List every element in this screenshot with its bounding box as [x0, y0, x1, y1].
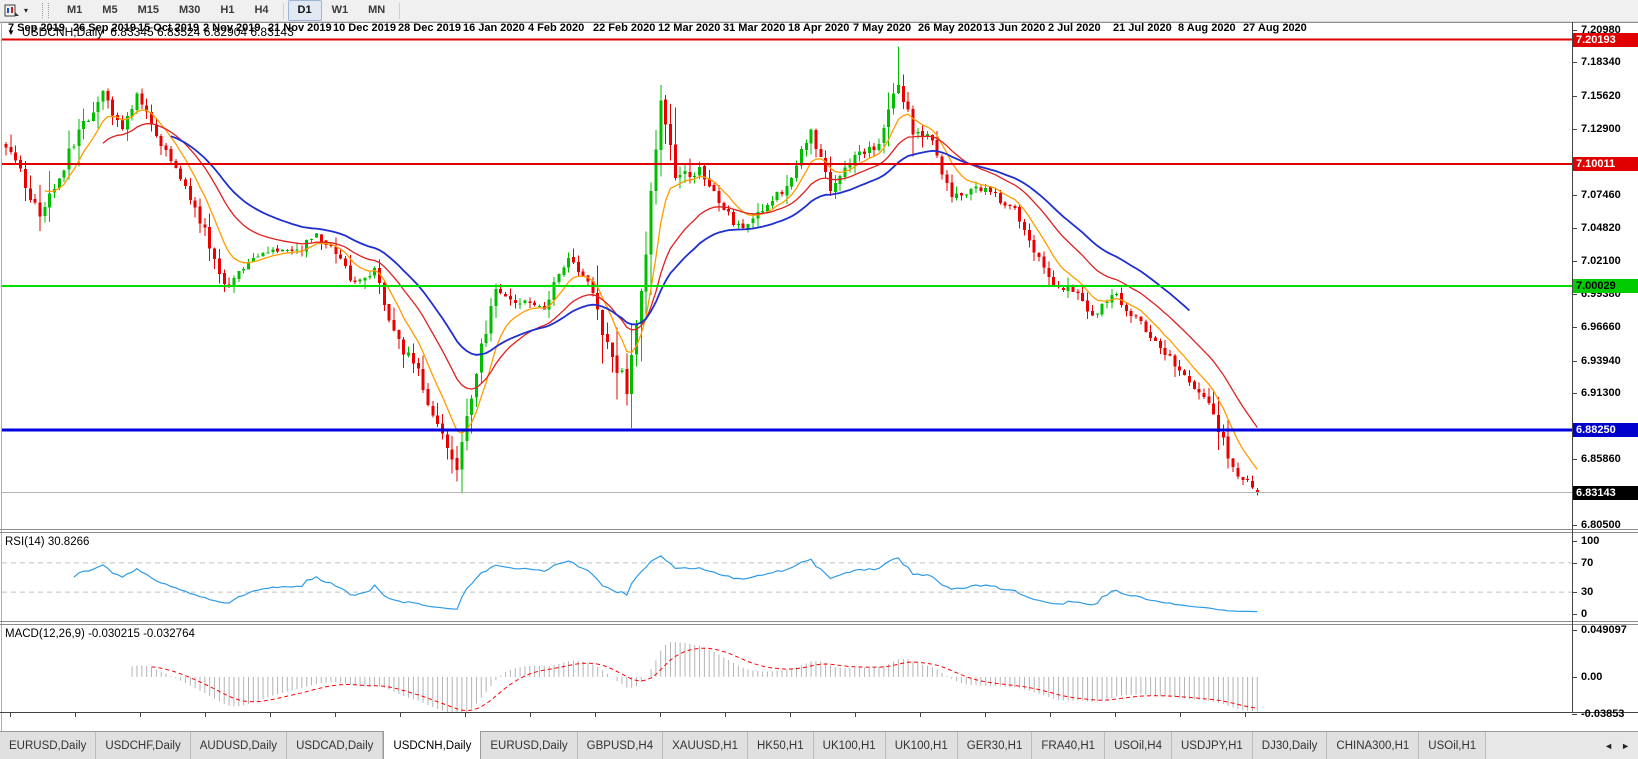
chart-title: ▼ USDCNH,Daily 6.83345 6.83524 6.82904 6…	[7, 25, 294, 39]
tabs-scroll-right-icon[interactable]: ►	[1621, 741, 1630, 751]
chart-frame-layer	[0, 22, 1638, 731]
chart-tab-EURUSD-Daily-0[interactable]: EURUSD,Daily	[0, 732, 97, 759]
chart-tab-XAUUSD-H1-7[interactable]: XAUUSD,H1	[663, 732, 748, 759]
timeframe-buttons: M1 M5 M15 M30 H1 H4 D1 W1 MN	[57, 0, 404, 21]
timeframe-button-H1[interactable]: H1	[220, 4, 235, 16]
mini-chart-glyph	[4, 4, 19, 16]
chart-tab-DJ30-Daily-15[interactable]: DJ30,Daily	[1252, 732, 1328, 759]
tabs-scroll-left-icon[interactable]: ◄	[1604, 741, 1614, 751]
toolbar-separator	[399, 2, 401, 19]
collapse-triangle-icon[interactable]: ▼	[7, 27, 15, 37]
chart-tab-UK100-H1-9[interactable]: UK100,H1	[813, 732, 886, 759]
chart-tab-USOil-H1-17[interactable]: USOil,H1	[1419, 732, 1487, 759]
chart-canvas[interactable]	[0, 22, 1638, 731]
timeframe-toolbar: ▾ M1 M5 M15 M30 H1 H4 D1 W1 MN	[0, 0, 1638, 22]
timeframe-button-M5[interactable]: M5	[102, 4, 118, 16]
chart-tab-GER30-H1-11[interactable]: GER30,H1	[957, 732, 1033, 759]
timeframe-button-H4[interactable]: H4	[254, 4, 269, 16]
chart-tabs-bar: EURUSD,Daily USDCHF,Daily AUDUSD,Daily USDC…	[0, 731, 1638, 759]
macd-label: MACD(12,26,9) -0.030215 -0.032764	[5, 628, 195, 640]
moving-averages-layer	[44, 109, 1258, 470]
toolbar-separator	[282, 2, 284, 19]
timeframe-button-W1[interactable]: W1	[331, 4, 349, 16]
chart-window: ▼ USDCNH,Daily 6.83345 6.83524 6.82904 6…	[0, 22, 1638, 731]
timeframe-button-M1[interactable]: M1	[67, 4, 83, 16]
toolbar-grip[interactable]	[42, 3, 50, 18]
chart-tab-GBPUSD-H4-6[interactable]: GBPUSD,H4	[577, 732, 664, 759]
chart-tab-USDCHF-Daily-1[interactable]: USDCHF,Daily	[96, 732, 191, 759]
ohlc-values: 6.83345 6.83524 6.82904 6.83143	[110, 25, 294, 39]
chart-tab-UK100-H1-10[interactable]: UK100,H1	[885, 732, 958, 759]
tabs-scroll-arrows: ◄ ►	[1596, 732, 1638, 759]
chart-tab-AUDUSD-Daily-2[interactable]: AUDUSD,Daily	[190, 732, 288, 759]
chart-tab-EURUSD-Daily-5[interactable]: EURUSD,Daily	[481, 732, 578, 759]
chart-tab-USDJPY-H1-14[interactable]: USDJPY,H1	[1172, 732, 1253, 759]
horizontal-lines-layer	[2, 38, 1572, 494]
chart-tab-USDCAD-Daily-3[interactable]: USDCAD,Daily	[287, 732, 384, 759]
candlestick-layer	[4, 46, 1259, 496]
chart-tab-USOil-H4-13[interactable]: USOil,H4	[1105, 732, 1172, 759]
chart-tab-USDCNH-Daily-4[interactable]: USDCNH,Daily	[383, 731, 482, 759]
rsi-layer	[2, 555, 1572, 613]
chart-tab-FRA40-H1-12[interactable]: FRA40,H1	[1032, 732, 1106, 759]
rsi-label: RSI(14) 30.8266	[5, 536, 90, 548]
chart-tab-HK50-H1-8[interactable]: HK50,H1	[747, 732, 814, 759]
macd-layer	[131, 641, 1258, 712]
chart-window-dropdown-caret[interactable]: ▾	[24, 6, 29, 15]
timeframe-button-M30[interactable]: M30	[178, 4, 201, 16]
timeframe-button-M15[interactable]: M15	[137, 4, 159, 16]
chart-tab-CHINA300-H1-16[interactable]: CHINA300,H1	[1327, 732, 1420, 759]
symbol-period-label: USDCNH,Daily	[21, 25, 104, 39]
chart-window-icon[interactable]	[2, 2, 22, 20]
timeframe-button-D1[interactable]: D1	[287, 0, 322, 21]
timeframe-button-MN[interactable]: MN	[368, 4, 386, 16]
